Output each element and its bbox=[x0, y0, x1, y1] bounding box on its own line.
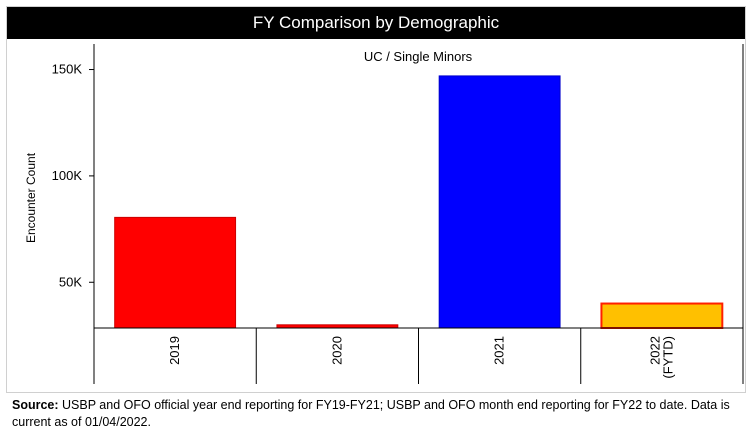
bar-chart: UC / Single Minors Encounter Count 50K 10… bbox=[24, 44, 744, 384]
y-tick-label: 100K bbox=[52, 168, 83, 183]
y-tick-label: 150K bbox=[52, 62, 83, 77]
y-axis-label: Encounter Count bbox=[24, 152, 38, 243]
x-tick-label: 2021 bbox=[492, 336, 507, 365]
bar-2021 bbox=[438, 75, 561, 329]
source-label: Source: bbox=[12, 398, 59, 412]
x-tick-label-line: 2021 bbox=[492, 336, 507, 365]
x-tick-label: 2022(FYTD) bbox=[647, 336, 675, 379]
bars bbox=[114, 75, 724, 330]
x-tick-label-line: 2022 bbox=[647, 336, 662, 365]
chart-title: FY Comparison by Demographic bbox=[7, 7, 745, 39]
chart-subtitle: UC / Single Minors bbox=[364, 49, 473, 64]
x-tick-label-line: (FYTD) bbox=[660, 336, 675, 379]
x-tick-label-line: 2019 bbox=[167, 336, 182, 365]
bar-2022 bbox=[600, 302, 724, 330]
x-tick-label-line: 2020 bbox=[329, 336, 344, 365]
x-tick-label: 2019 bbox=[167, 336, 182, 365]
bar-2019 bbox=[114, 216, 237, 329]
source-note: Source: USBP and OFO official year end r… bbox=[12, 397, 738, 431]
y-tick-label: 50K bbox=[59, 274, 82, 289]
source-text: USBP and OFO official year end reporting… bbox=[12, 398, 730, 429]
x-tick-label: 2020 bbox=[329, 336, 344, 365]
y-axis: 50K 100K 150K bbox=[52, 62, 94, 289]
x-axis: 2019 2020 2021 2022(FYTD) bbox=[167, 328, 675, 384]
